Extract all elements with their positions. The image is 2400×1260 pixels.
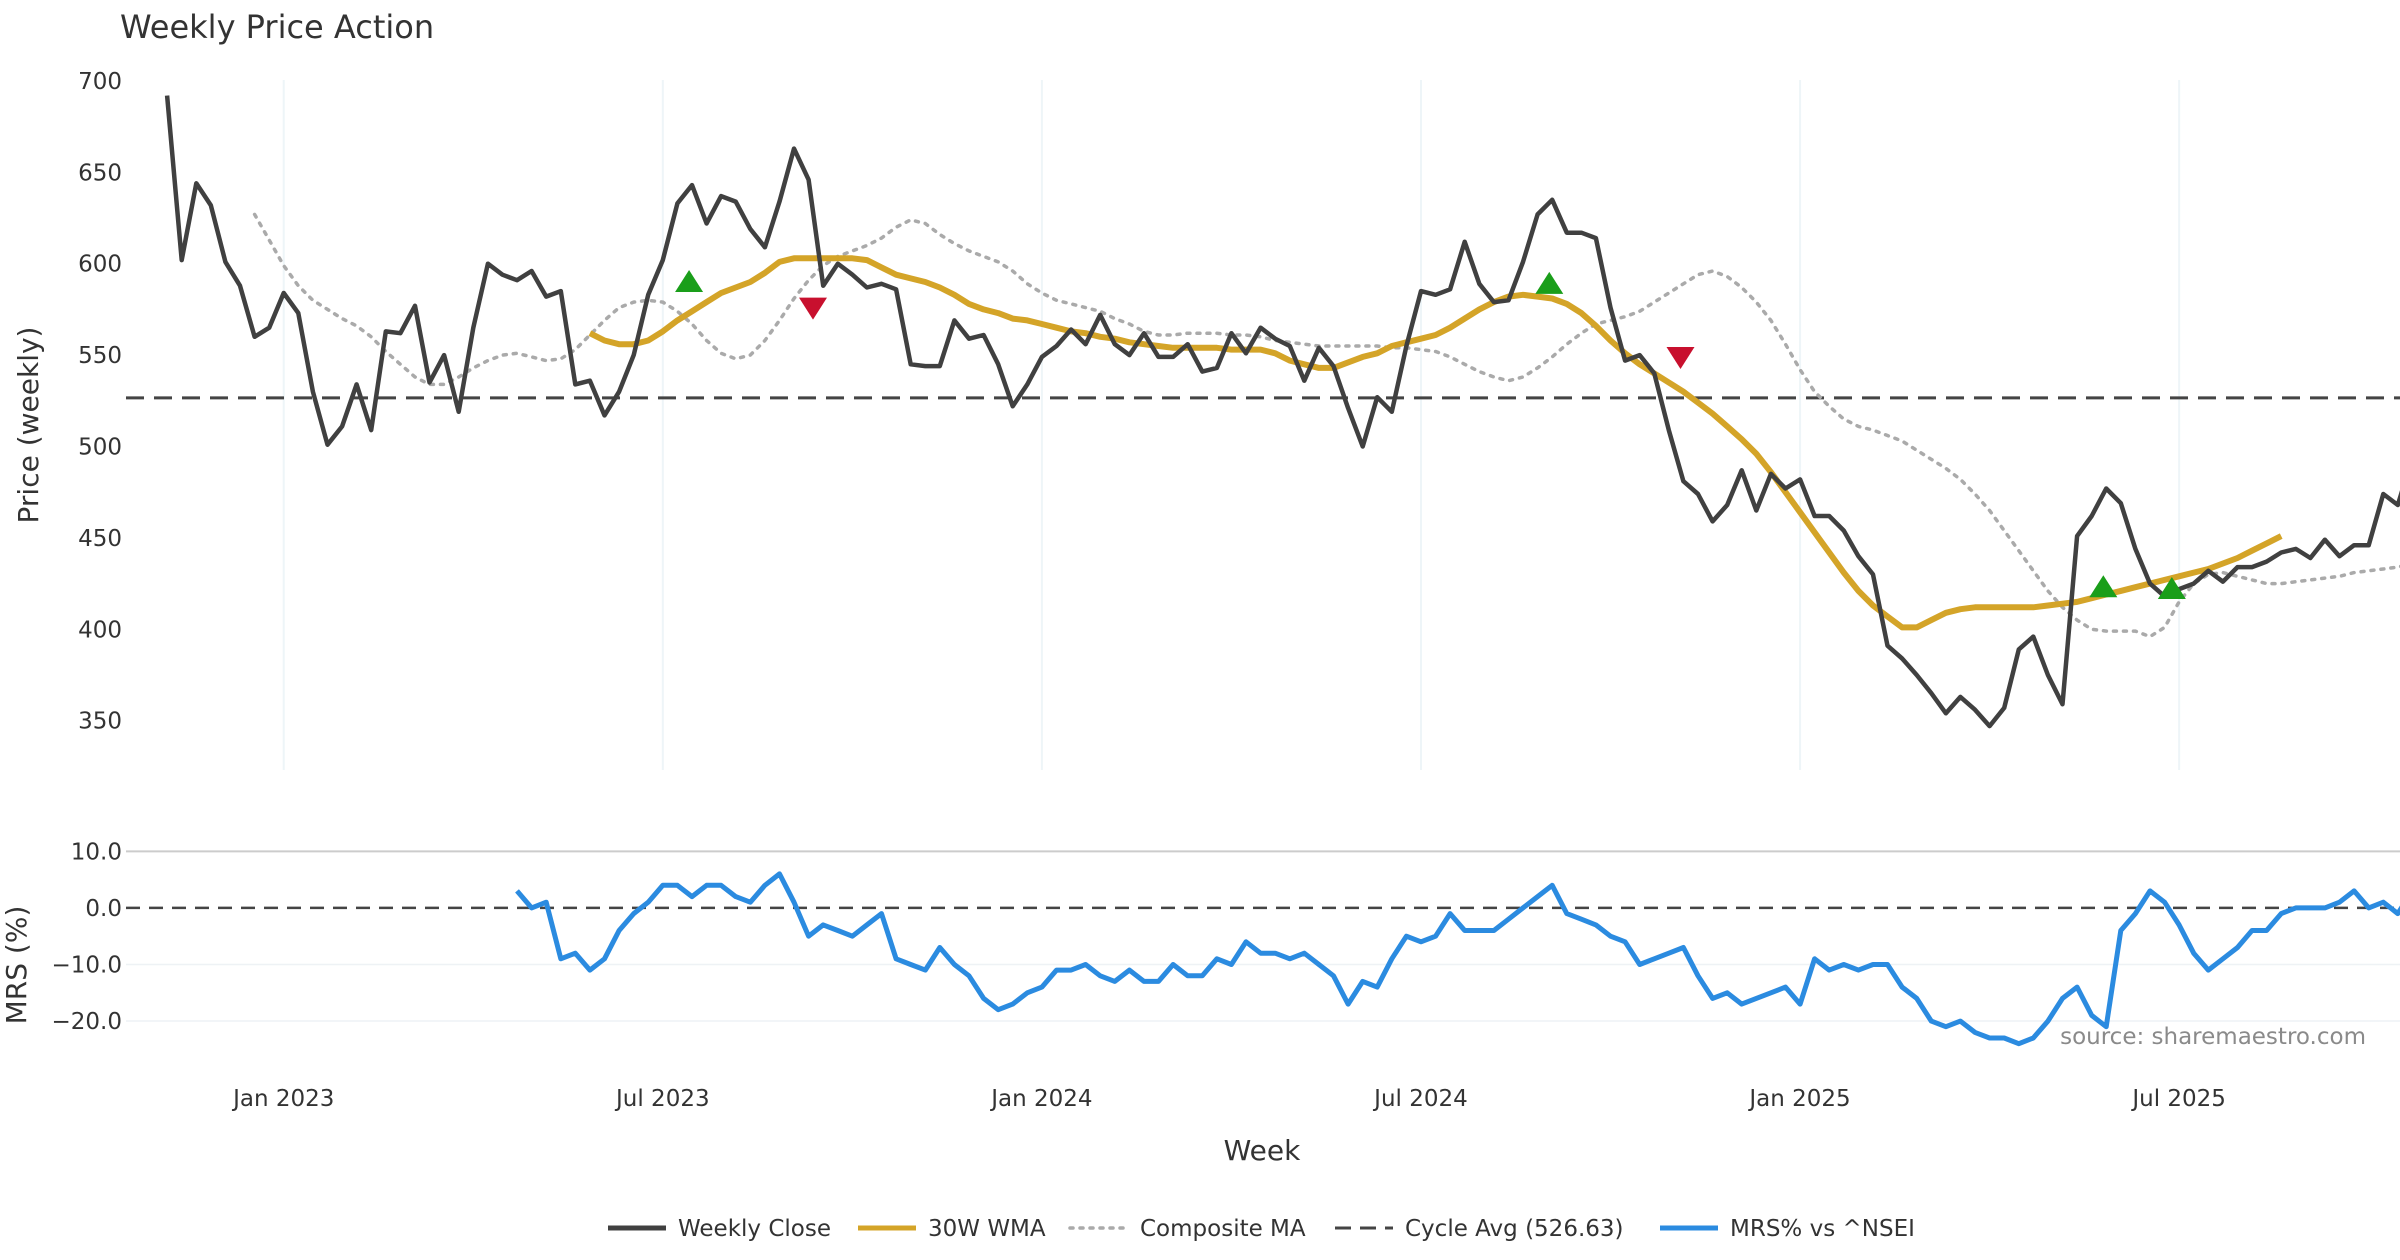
series-30w-wma [588,255,2283,631]
mrs-y-tick: −20.0 [52,1009,122,1035]
x-tick: Jan 2023 [231,1086,334,1112]
legend-label: 30W WMA [928,1216,1046,1242]
price-y-axis-label: Price (weekly) [12,327,45,524]
buy-signal-marker [2157,577,2186,600]
series-mrs [515,871,2400,1047]
series-weekly-close [164,95,2400,729]
x-tick: Jul 2023 [614,1086,710,1112]
legend: Weekly Close 30W WMA Composite MA Cycle Avg… [608,1216,1915,1242]
signal-markers [675,270,2186,600]
price-y-tick: 400 [78,617,122,643]
price-y-tick: 500 [78,435,122,461]
x-axis-ticks: Jan 2023 Jul 2023 Jan 2024 Jul 2024 Jan 2025… [231,1086,2226,1112]
price-y-tick: 600 [78,252,122,278]
price-grid [282,80,2181,770]
price-y-tick: 450 [78,526,122,552]
x-tick: Jul 2025 [2130,1086,2226,1112]
legend-label: MRS% vs ^NSEI [1730,1216,1915,1242]
mrs-panel: 10.0 0.0 −10.0 −20.0 MRS (%) source: sharem… [0,839,2400,1050]
mrs-y-tick: 0.0 [85,896,122,922]
x-tick: Jan 2025 [1747,1086,1850,1112]
price-y-tick: 550 [78,343,122,369]
price-y-tick: 700 [78,69,122,95]
price-y-tick: 350 [78,709,122,735]
x-axis-label: Week [1224,1134,1301,1167]
legend-label: Weekly Close [678,1216,831,1242]
sell-signal-marker [798,297,827,320]
price-y-ticks: 350 400 450 500 550 600 650 700 [78,69,122,735]
x-tick: Jul 2024 [1372,1086,1468,1112]
mrs-y-tick: −10.0 [52,952,122,978]
mrs-y-ticks: 10.0 0.0 −10.0 −20.0 [52,839,122,1035]
x-tick: Jan 2024 [989,1086,1092,1112]
buy-signal-marker [2089,575,2118,598]
series-composite-ma [252,212,2400,639]
price-panel: 350 400 450 500 550 600 650 700 Price (weekly) [12,69,2400,770]
sell-signal-marker [1666,346,1695,369]
mrs-y-tick: 10.0 [71,839,122,865]
legend-label: Composite MA [1140,1216,1306,1242]
source-note: source: sharemaestro.com [2060,1024,2366,1050]
legend-label: Cycle Avg (526.63) [1405,1216,1624,1242]
buy-signal-marker [1535,271,1564,294]
mrs-grid [126,850,2400,1022]
mrs-y-axis-label: MRS (%) [0,906,33,1025]
chart-title: Weekly Price Action [120,8,434,46]
price-y-tick: 650 [78,160,122,186]
buy-signal-marker [675,270,704,293]
